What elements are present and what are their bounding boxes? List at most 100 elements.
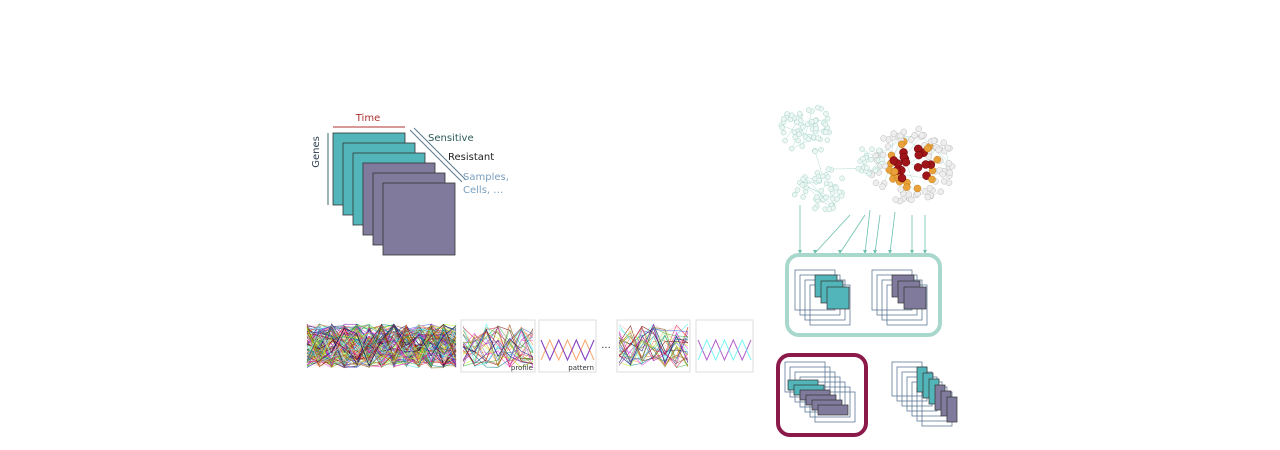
node [897,186,904,193]
node [792,134,798,140]
node [834,196,840,202]
node [814,104,821,111]
samples-label: Samples, [463,172,509,183]
node [890,167,899,176]
panel [695,319,754,373]
profile-line [618,326,689,368]
node [818,188,824,194]
profile-line [306,323,457,368]
profile-line [462,325,534,367]
profile-line [306,329,457,368]
arrow-head [798,250,802,254]
node [825,166,832,172]
slice [903,286,927,310]
arrow-head [813,250,817,254]
node [879,156,885,163]
node [813,125,819,132]
arrow [814,214,851,254]
profile-line [306,329,457,367]
node [945,160,953,167]
node [799,143,806,149]
profile-line [618,325,689,365]
node [789,112,795,119]
profile-line [618,339,689,366]
node [791,191,798,198]
profile-line [462,334,534,368]
sample-axis [409,129,463,183]
node [827,181,834,188]
node [926,184,934,192]
node [800,194,806,200]
profile-line [306,327,456,367]
arrow-head [888,250,892,254]
node [925,153,933,160]
node [944,144,952,152]
node [937,188,945,195]
profile-line [462,328,534,357]
profile-line [618,336,689,361]
node [859,146,865,152]
node [933,155,942,164]
node [782,137,788,144]
arrow-head [873,250,877,254]
node [809,118,815,125]
node [935,146,942,154]
cells-label: Cells, … [463,185,503,196]
node [815,135,821,141]
node [800,176,806,182]
profile-line [462,326,534,366]
resistant-label: Resistant [448,152,494,163]
tensor-slice [382,182,456,256]
arrow-head [923,250,927,254]
edge [802,111,812,147]
node [913,184,922,193]
panel [538,319,597,373]
node [923,144,932,153]
node [876,147,882,154]
profile-line [306,327,457,362]
node [864,165,870,171]
slice [826,286,850,310]
node [791,129,798,136]
profile-line [540,338,595,362]
node [812,148,818,155]
profile-line [618,325,689,362]
node [908,196,915,204]
ellipsis: ... [601,340,611,351]
profile-line [697,338,752,362]
profile-line [306,326,457,367]
mini-stacks [784,269,958,427]
arrow [874,214,881,254]
profile-line [306,330,457,366]
slice [946,396,958,423]
node [823,194,829,201]
profile-line [462,331,534,362]
network [778,104,956,254]
node [799,182,806,188]
edge [909,190,933,199]
profile-line [306,327,457,368]
profile-line [618,326,689,360]
profile-line [618,336,689,368]
arrow [889,211,896,254]
node [913,163,923,172]
selected-box [776,353,868,437]
node [796,110,803,117]
node [780,129,787,136]
arrow-head [838,250,842,254]
edge [814,151,823,177]
cluster-box [785,253,942,337]
profile-line [618,323,689,366]
profile-line [540,338,595,362]
node [940,178,948,185]
line-panels: ... profile pattern [305,319,754,373]
node [914,150,924,160]
time-label: Time [355,113,380,124]
profile-line [618,328,689,362]
node [921,188,929,195]
node [922,171,931,180]
profile-line [462,329,534,368]
node [946,169,953,176]
node [884,143,892,150]
